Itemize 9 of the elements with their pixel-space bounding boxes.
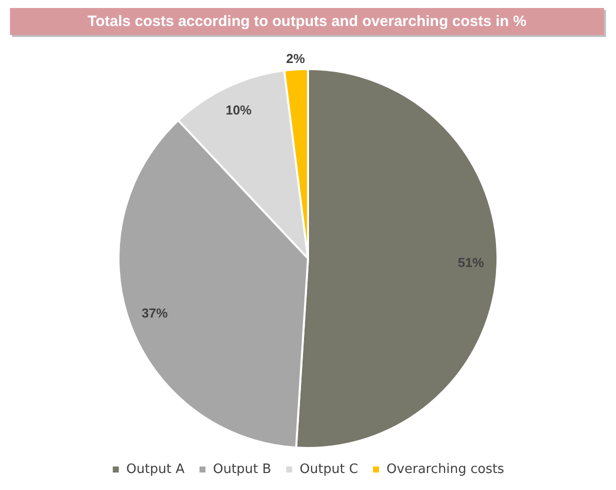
legend-label: Output A <box>126 462 185 477</box>
legend-label: Overarching costs <box>386 462 504 477</box>
data-label: 2% <box>286 50 306 66</box>
data-label: 37% <box>142 305 168 320</box>
chart-title: Totals costs according to outputs and overarching costs in % <box>10 8 604 35</box>
data-label: 51% <box>458 255 484 270</box>
data-label: 10% <box>226 102 252 118</box>
legend-label: Output C <box>300 462 358 477</box>
legend-label: Output B <box>212 462 272 477</box>
